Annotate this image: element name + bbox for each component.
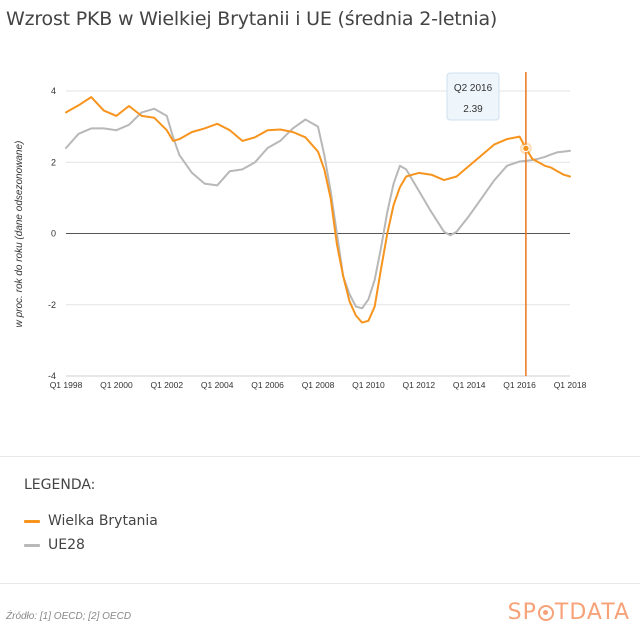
- x-tick-label: Q1 2008: [302, 380, 335, 390]
- x-tick-label: Q1 2010: [352, 380, 385, 390]
- series-line-ue28: [65, 107, 571, 310]
- y-tick-labels: 4 2 0 -2 -4: [48, 86, 56, 381]
- y-tick-label: -4: [48, 371, 56, 381]
- x-tick-label: Q1 2000: [100, 380, 133, 390]
- brand-pre: SP: [507, 600, 537, 625]
- legend-label: Wielka Brytania: [48, 513, 158, 529]
- x-tick-label: Q1 2006: [251, 380, 284, 390]
- x-tick-label: Q1 2004: [201, 380, 234, 390]
- x-tick-label: Q1 2018: [554, 380, 587, 390]
- chart-title: Wzrost PKB w Wielkiej Brytanii i UE (śre…: [6, 8, 498, 30]
- x-tick-label: Q1 2016: [503, 380, 536, 390]
- brand-o-icon: [537, 604, 554, 621]
- legend-swatch-eu: [24, 543, 40, 547]
- tooltip: Q2 2016 2.39: [446, 72, 500, 121]
- y-tick-label: 0: [51, 229, 56, 239]
- brand-post: TDATA: [554, 600, 630, 625]
- y-tick-label: 2: [51, 157, 56, 167]
- highlight-marker[interactable]: [519, 72, 532, 376]
- series-lines: [65, 96, 571, 324]
- source-note: Źródło: [1] OECD; [2] OECD: [6, 611, 132, 622]
- y-tick-label: 4: [51, 86, 56, 96]
- series-line-wielka-brytania: [65, 96, 571, 324]
- brand-logo[interactable]: SP TDATA: [508, 600, 630, 625]
- y-axis-label: w proc. rok do roku (dane odsezonowane): [14, 141, 25, 328]
- grid-lines: [66, 90, 570, 377]
- legend-label: UE28: [48, 537, 85, 553]
- x-tick-label: Q1 2002: [150, 380, 183, 390]
- highlight-point[interactable]: [522, 144, 530, 153]
- legend: LEGENDA: Wielka Brytania UE28: [0, 456, 640, 584]
- tooltip-box: [446, 72, 500, 121]
- tooltip-label: Q2 2016: [454, 83, 493, 94]
- line-chart: 4 2 0 -2 -4 Q1 1998 Q1 2000 Q1 2002 Q1 2004 Q1 2…: [14, 72, 587, 390]
- x-tick-label: Q1 1998: [50, 380, 83, 390]
- y-tick-label: -2: [48, 300, 56, 310]
- x-tick-label: Q1 2014: [453, 380, 486, 390]
- legend-swatch-uk: [24, 519, 40, 523]
- x-tick-labels: Q1 1998 Q1 2000 Q1 2002 Q1 2004 Q1 2006 Q1 20…: [50, 380, 587, 390]
- legend-title: LEGENDA:: [24, 477, 96, 493]
- legend-item-wielka-brytania[interactable]: Wielka Brytania: [24, 513, 158, 529]
- x-tick-label: Q1 2012: [402, 380, 435, 390]
- tooltip-value: 2.39: [463, 104, 483, 115]
- legend-item-ue28[interactable]: UE28: [24, 537, 85, 553]
